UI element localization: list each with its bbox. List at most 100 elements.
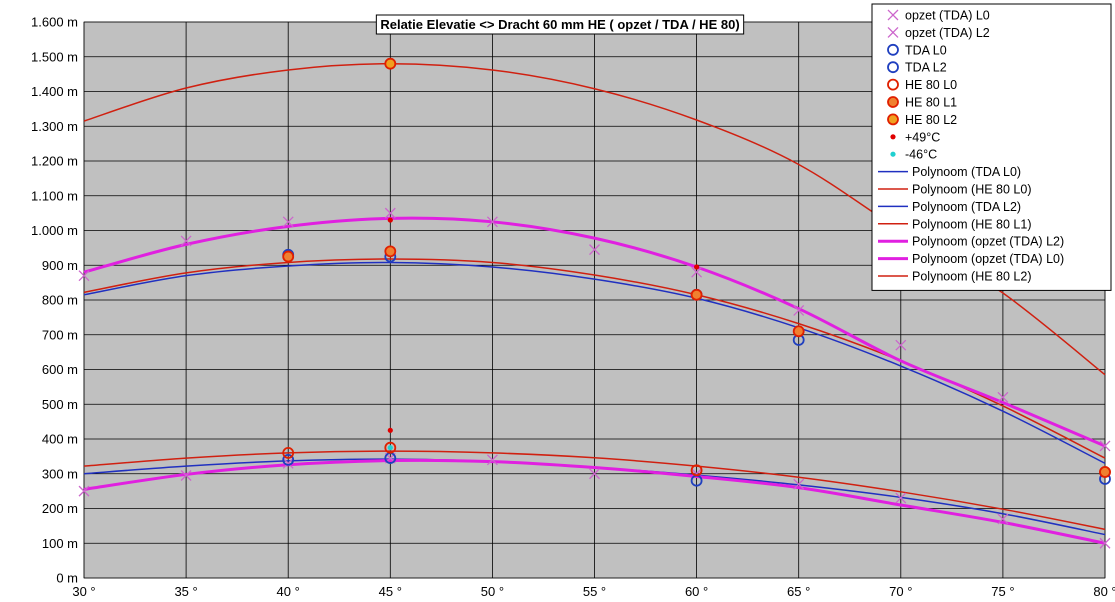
legend-label-opzet-tda-l2: opzet (TDA) L2 <box>905 26 990 40</box>
point-he-80-l1 <box>1099 466 1111 478</box>
point-opzet-tda-l2 <box>384 207 396 219</box>
legend-label-polynoom-tda-l2: Polynoom (TDA L2) <box>912 200 1021 214</box>
legend-box <box>871 3 1112 291</box>
legend-swatch-opzet-tda-l2 <box>887 26 899 38</box>
legend-swatch-46-c <box>890 151 896 157</box>
marker-stroke <box>887 26 899 38</box>
series-line-polynoom-he-80-l0 <box>83 450 1106 531</box>
legend-label-polynoom-he-80-l1: Polynoom (HE 80 L1) <box>912 217 1032 231</box>
legend-swatch-he-80-l1 <box>887 96 899 108</box>
y-tick-label: 100 m <box>42 536 78 551</box>
x-axis: 30 ° 35 ° 40 ° 45 ° 50 ° 55 ° 60 ° 65 ° 70 ° 75 °… <box>72 584 1115 599</box>
series-line-polynoom-opzet-tda-l2 <box>83 216 1106 448</box>
point-46-c <box>387 445 393 451</box>
point-tda-l0 <box>282 453 295 466</box>
point-opzet-tda-l0 <box>180 470 192 481</box>
marker-stroke <box>997 391 1009 403</box>
chart-title: Relatie Elevatie <> Dracht 60 mm HE ( op… <box>380 17 739 32</box>
legend: opzet (TDA) L0 opzet (TDA) L2 TDA L0 TDA L2… <box>871 3 1112 291</box>
marker-stroke <box>180 235 192 247</box>
y-tick-label: 1.000 m <box>31 223 78 238</box>
y-tick-label: 600 m <box>42 362 78 377</box>
x-tick-label: 60 ° <box>685 584 708 599</box>
y-tick-label: 200 m <box>42 501 78 516</box>
y-tick-label: 900 m <box>42 258 78 273</box>
marker-stroke <box>384 207 396 219</box>
legend-label-tda-l0: TDA L0 <box>905 43 947 57</box>
point-he-80-l1 <box>282 250 295 263</box>
marker-stroke <box>180 470 192 481</box>
marker-stroke <box>895 492 907 504</box>
point-49-c <box>387 427 393 433</box>
legend-swatch-he-80-l2 <box>887 113 899 126</box>
point-opzet-tda-l0 <box>589 468 600 480</box>
y-tick-label: 1.600 m <box>31 15 78 30</box>
point-opzet-tda-l2 <box>78 270 90 282</box>
legend-swatch-49-c <box>890 134 896 140</box>
point-opzet-tda-l2 <box>793 304 805 316</box>
point-opzet-tda-l2 <box>895 339 907 351</box>
legend-label-polynoom-opzet-tda-l2: Polynoom (opzet (TDA) L2) <box>912 235 1064 249</box>
legend-label-tda-l2: TDA L2 <box>905 61 947 75</box>
point-opzet-tda-l0 <box>486 454 498 466</box>
point-opzet-tda-l0 <box>793 478 805 490</box>
y-tick-label: 400 m <box>42 432 78 447</box>
point-49-c <box>387 217 393 223</box>
y-axis: 0 m 100 m 200 m 300 m 400 m 500 m 600 m 700 m 80… <box>31 15 78 586</box>
x-tick-label: 30 ° <box>72 584 95 599</box>
legend-label-polynoom-he-80-l0: Polynoom (HE 80 L0) <box>912 183 1032 197</box>
legend-label-46-c: -46°C <box>905 148 937 162</box>
point-opzet-tda-l0 <box>997 513 1009 525</box>
marker-stroke <box>589 244 600 256</box>
legend-label-polynoom-he-80-l2: Polynoom (HE 80 L2) <box>912 270 1032 284</box>
point-he-80-l0 <box>690 464 703 477</box>
x-tick-label: 70 ° <box>889 584 912 599</box>
marker-stroke <box>793 304 805 316</box>
marker-stroke <box>486 454 498 466</box>
marker-stroke <box>793 478 805 490</box>
legend-label-polynoom-opzet-tda-l0: Polynoom (opzet (TDA) L0) <box>912 252 1064 266</box>
y-tick-label: 1.200 m <box>31 154 78 169</box>
point-49-c <box>694 264 700 270</box>
legend-swatch-he-80-l0 <box>887 78 899 91</box>
x-tick-label: 75 ° <box>991 584 1014 599</box>
marker-stroke <box>1099 440 1111 452</box>
x-tick-label: 35 ° <box>174 584 197 599</box>
y-tick-label: 700 m <box>42 327 78 342</box>
marker-stroke <box>78 485 90 497</box>
chart-title-box <box>375 14 745 35</box>
x-tick-label: 80 ° <box>1093 584 1115 599</box>
series-markers <box>78 57 1111 549</box>
y-tick-label: 1.400 m <box>31 84 78 99</box>
series-line-polynoom-opzet-tda-l0 <box>83 458 1106 545</box>
marker-stroke <box>282 216 294 228</box>
legend-label-he-80-l2: HE 80 L2 <box>905 113 957 127</box>
marker-stroke <box>887 9 899 21</box>
point-he-80-l0 <box>384 441 397 454</box>
x-tick-label: 55 ° <box>583 584 606 599</box>
chart-title-group: Relatie Elevatie <> Dracht 60 mm HE ( op… <box>375 14 745 35</box>
point-opzet-tda-l0 <box>78 485 90 497</box>
point-opzet-tda-l0 <box>1099 537 1111 549</box>
point-opzet-tda-l2 <box>180 235 192 247</box>
point-opzet-tda-l2 <box>282 216 294 228</box>
y-tick-label: 0 m <box>56 571 78 586</box>
y-tick-label: 1.100 m <box>31 188 78 203</box>
point-he-80-l1 <box>690 288 703 301</box>
marker-stroke <box>691 266 703 278</box>
y-tick-label: 800 m <box>42 293 78 308</box>
y-tick-label: 1.300 m <box>31 119 78 134</box>
legend-swatch-opzet-tda-l0 <box>887 9 899 21</box>
legend-swatch-tda-l2 <box>887 61 899 74</box>
legend-swatch-tda-l0 <box>887 43 899 56</box>
point-opzet-tda-l2 <box>486 216 498 228</box>
marker-stroke <box>486 216 498 228</box>
legend-label-polynoom-tda-l0: Polynoom (TDA L0) <box>912 165 1021 179</box>
point-opzet-tda-l2 <box>997 391 1009 403</box>
marker-stroke <box>997 513 1009 525</box>
point-opzet-tda-l2 <box>1099 440 1111 452</box>
x-tick-label: 45 ° <box>379 584 402 599</box>
point-opzet-tda-l0 <box>282 457 294 469</box>
marker-stroke <box>1099 537 1111 549</box>
